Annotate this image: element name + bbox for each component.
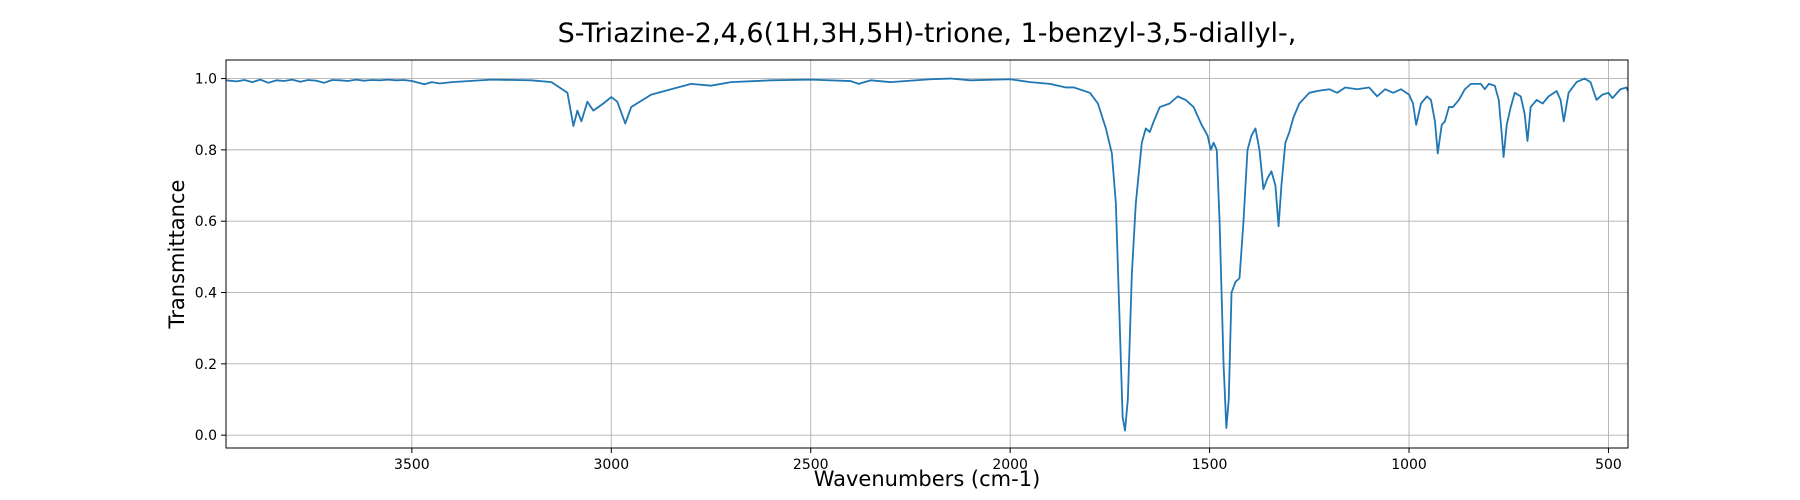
y-tick-label: 0.6 bbox=[195, 214, 217, 230]
y-tick-label: 1.0 bbox=[195, 72, 217, 88]
x-tick-label: 3000 bbox=[593, 457, 629, 473]
x-tick-label: 2500 bbox=[793, 457, 829, 473]
spectrum-line bbox=[225, 77, 1629, 432]
y-tick-label: 0.4 bbox=[195, 286, 217, 302]
x-tick-label: 2000 bbox=[992, 457, 1028, 473]
y-tick-label: 0.0 bbox=[195, 428, 217, 444]
chart-title: S-Triazine-2,4,6(1H,3H,5H)-trione, 1-ben… bbox=[558, 18, 1297, 49]
x-tick-label: 500 bbox=[1595, 457, 1622, 473]
plot-frame bbox=[225, 59, 1629, 449]
x-tick-label: 1000 bbox=[1391, 457, 1427, 473]
y-tick-label: 0.2 bbox=[195, 357, 217, 373]
x-axis-label: Wavenumbers (cm-1) bbox=[814, 467, 1041, 491]
x-tick-label: 3500 bbox=[394, 457, 430, 473]
y-tick-label: 0.8 bbox=[195, 143, 217, 159]
y-axis-label: Transmittance bbox=[165, 180, 189, 330]
x-tick-label: 1500 bbox=[1192, 457, 1228, 473]
